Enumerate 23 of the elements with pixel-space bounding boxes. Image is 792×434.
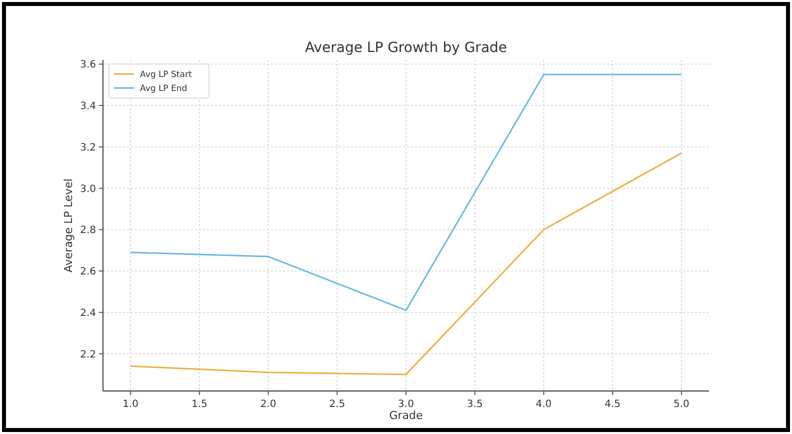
- line-series: [130, 152, 682, 376]
- y-tick-label: 3.0: [80, 184, 96, 195]
- legend-label: Avg LP Start: [140, 70, 192, 80]
- x-axis-title: Grade: [389, 409, 423, 422]
- y-tick-label: 2.4: [80, 308, 96, 319]
- y-tick-label: 3.6: [80, 60, 96, 71]
- x-tick-label: 2.5: [329, 399, 346, 410]
- y-tick-label: 2.8: [80, 225, 96, 236]
- x-tick-label: 4.0: [536, 399, 552, 410]
- x-tick-label: 5.0: [674, 399, 690, 410]
- x-tick-label: 2.0: [260, 399, 276, 410]
- chart-title: Average LP Growth by Grade: [304, 40, 508, 56]
- y-tick-label: 3.2: [80, 142, 96, 154]
- x-tick-label: 1.5: [191, 399, 208, 410]
- x-tick-label: 3.5: [466, 399, 483, 410]
- legend-label: Avg LP End: [140, 84, 188, 94]
- y-axis-title: Average LP Level: [62, 178, 75, 272]
- y-tick-label: 2.6: [80, 266, 96, 278]
- x-tick-label: 4.5: [604, 399, 621, 410]
- y-tick-label: 3.4: [80, 101, 96, 112]
- x-tick-label: 1.0: [122, 399, 138, 410]
- y-tick-label: 2.2: [80, 349, 96, 360]
- x-tick-label: 3.0: [398, 399, 414, 410]
